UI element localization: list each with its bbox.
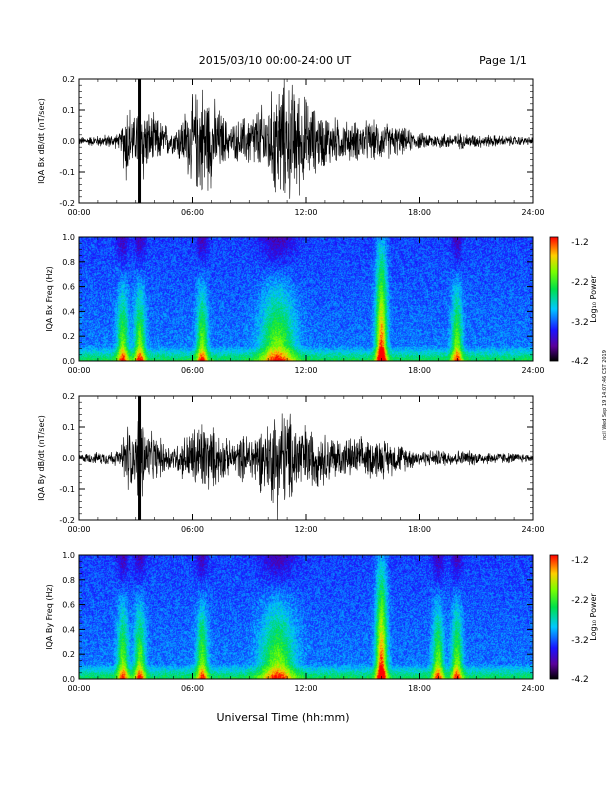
colorbar-tick: -3.2	[571, 636, 589, 646]
y-tick-label: -0.2	[59, 199, 75, 208]
saturation-spike	[138, 79, 142, 203]
y-tick-label: -0.1	[59, 485, 75, 494]
colorbar-2: -1.2 -2.2 -3.2 -4.2 Log₁₀ Power	[549, 554, 598, 685]
y-tick-label: 0.1	[62, 423, 75, 432]
y-tick-label: 0.6	[62, 283, 75, 292]
colorbar-bar	[549, 236, 559, 362]
x-tick-label: 00:00	[67, 208, 90, 217]
y-tick-label: 0.2	[62, 650, 75, 659]
x-axis-title: Universal Time (hh:mm)	[217, 711, 350, 724]
y-tick-label: -0.2	[59, 516, 75, 525]
colorbar-bar	[549, 554, 559, 680]
page-number: Page 1/1	[479, 54, 527, 67]
x-tick-label: 24:00	[521, 366, 544, 375]
saturation-spike	[138, 396, 142, 520]
y-tick-label: 0.0	[62, 137, 75, 146]
y-tick-label: 0.2	[62, 392, 75, 401]
panel-bx-timeseries: 00:00 06:00 12:00 18:00 24:00 0.2 0.1 0.0 -0.1 -0…	[37, 75, 545, 217]
x-tick-label: 06:00	[181, 208, 204, 217]
x-tick-label: 18:00	[408, 525, 431, 534]
bx-trace	[78, 78, 534, 203]
y-tick-label: 0.2	[62, 332, 75, 341]
colorbar-tick: -1.2	[571, 556, 589, 566]
trace-line	[78, 402, 534, 520]
colorbar-label: Log₁₀ Power	[589, 275, 598, 323]
y-tick-label: 1.0	[62, 551, 75, 560]
x-tick-label: 18:00	[408, 684, 431, 693]
x-tick-label: 12:00	[294, 525, 317, 534]
bx-axes: 00:00 06:00 12:00 18:00 24:00 0.2 0.1 0.0 -0.1 -0…	[59, 75, 544, 217]
bx-spectrogram	[79, 237, 533, 361]
colorbar-tick: -2.2	[571, 278, 589, 288]
colorbar-tick: -1.2	[571, 238, 589, 248]
colorbar-1: -1.2 -2.2 -3.2 -4.2 Log₁₀ Power	[549, 236, 598, 367]
y-tick-label: 1.0	[62, 233, 75, 242]
x-tick-label: 18:00	[408, 208, 431, 217]
page-title: 2015/03/10 00:00-24:00 UT	[199, 54, 352, 67]
y-tick-label: 0.6	[62, 601, 75, 610]
x-tick-label: 00:00	[67, 366, 90, 375]
colorbar-tick: -3.2	[571, 318, 589, 328]
colorbar-tick: -2.2	[571, 596, 589, 606]
by-spec-axes: 00:00 06:00 12:00 18:00 24:00 1.0 0.8 0.6 0.4 0.2…	[62, 551, 544, 693]
by-axes: 00:00 06:00 12:00 18:00 24:00 0.2 0.1 0.0 -0.1 -0…	[59, 392, 544, 534]
y-tick-label: 0.1	[62, 106, 75, 115]
generation-timestamp: ncil Wed Sep 19 14:07:46 CST 2019	[602, 350, 608, 440]
x-tick-label: 00:00	[67, 525, 90, 534]
x-tick-label: 12:00	[294, 684, 317, 693]
trace-line	[78, 78, 534, 199]
x-tick-label: 24:00	[521, 684, 544, 693]
panel-bx-spectrogram: 00:00 06:00 12:00 18:00 24:00 1.0 0.8 0.6 0.4 0.2…	[45, 233, 545, 375]
y-tick-label: 0.4	[62, 625, 75, 634]
y-axis-label: IQA Bx dB/dt (nT/sec)	[37, 98, 46, 184]
colorbar-label: Log₁₀ Power	[589, 593, 598, 641]
x-tick-label: 00:00	[67, 684, 90, 693]
y-tick-label: 0.0	[62, 357, 75, 366]
x-tick-label: 06:00	[181, 525, 204, 534]
y-tick-label: 0.8	[62, 576, 75, 585]
panel-by-spectrogram: 00:00 06:00 12:00 18:00 24:00 1.0 0.8 0.6 0.4 0.2…	[45, 551, 545, 693]
y-tick-label: 0.8	[62, 258, 75, 267]
y-axis-label: IQA Bx Freq (Hz)	[45, 266, 54, 332]
by-trace	[78, 396, 534, 520]
y-tick-label: 0.4	[62, 307, 75, 316]
y-tick-label: 0.0	[62, 454, 75, 463]
x-tick-label: 12:00	[294, 208, 317, 217]
x-tick-label: 18:00	[408, 366, 431, 375]
colorbar-tick: -4.2	[571, 675, 589, 685]
y-tick-label: 0.0	[62, 675, 75, 684]
by-spectrogram	[79, 555, 533, 679]
y-axis-label: IQA By dB/dt (nT/sec)	[37, 415, 46, 501]
x-tick-label: 24:00	[521, 208, 544, 217]
x-tick-label: 06:00	[181, 684, 204, 693]
panel-by-timeseries: 00:00 06:00 12:00 18:00 24:00 0.2 0.1 0.0 -0.1 -0…	[37, 392, 545, 534]
colorbar-tick: -4.2	[571, 357, 589, 367]
bx-spec-axes: 00:00 06:00 12:00 18:00 24:00 1.0 0.8 0.6 0.4 0.2…	[62, 233, 544, 375]
y-tick-label: -0.1	[59, 168, 75, 177]
x-tick-label: 12:00	[294, 366, 317, 375]
y-axis-label: IQA By Freq (Hz)	[45, 584, 54, 650]
x-tick-label: 06:00	[181, 366, 204, 375]
x-tick-label: 24:00	[521, 525, 544, 534]
y-tick-label: 0.2	[62, 75, 75, 84]
